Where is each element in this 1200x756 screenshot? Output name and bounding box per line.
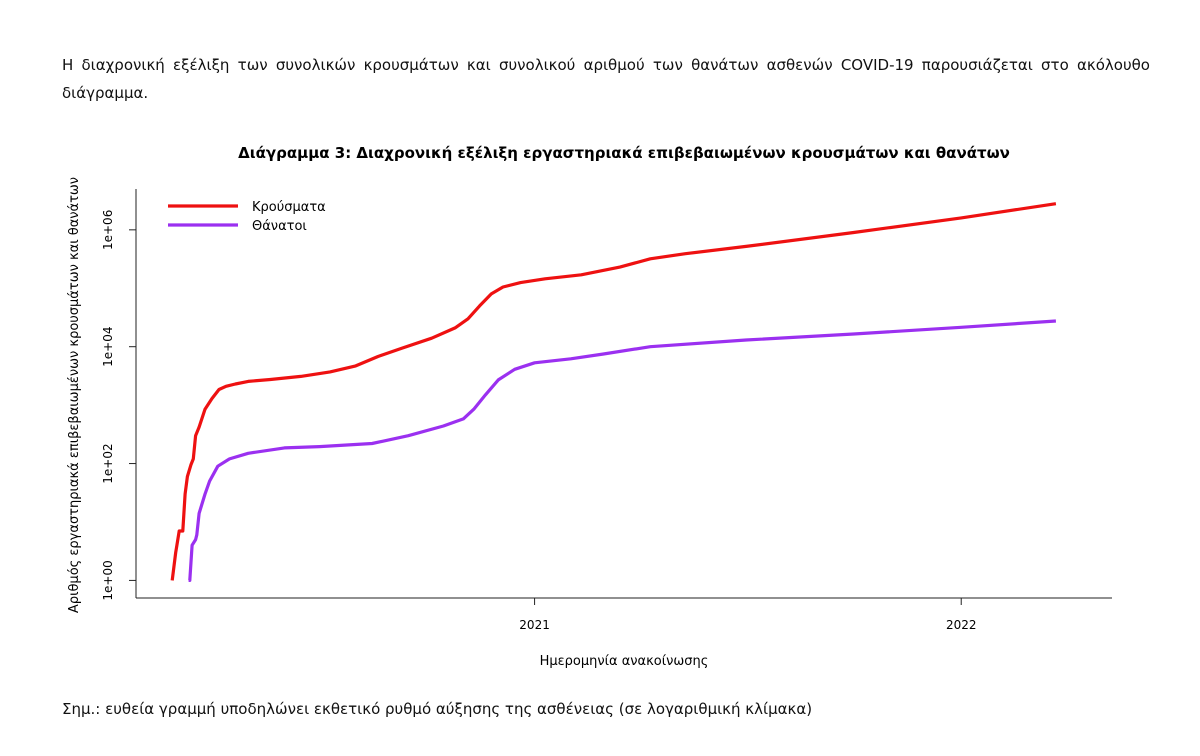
legend: Κρούσματα Θάνατοι	[168, 200, 326, 234]
x-axis-label: Ημερομηνία ανακοίνωσης	[540, 654, 709, 669]
legend-label: Κρούσματα	[252, 200, 326, 215]
y-tick-label: 1e+00	[101, 560, 115, 600]
series-line-deaths	[188, 319, 1057, 582]
y-axis-ticks: 1e+00 1e+02 1e+04 1e+06	[101, 210, 136, 601]
x-axis-ticks: 2021 2022	[519, 598, 976, 632]
chart-title: Διάγραμμα 3: Διαχρονική εξέλιξη εργαστηρ…	[238, 144, 1010, 162]
legend-label: Θάνατοι	[252, 219, 307, 234]
x-tick-label: 2022	[946, 618, 977, 632]
x-tick-label: 2021	[519, 618, 550, 632]
intro-paragraph: Η διαχρονική εξέλιξη των συνολικών κρουσ…	[62, 56, 1150, 102]
y-axis-label: Αριθμός εργαστηριακά επιβεβαιωμένων κρου…	[67, 177, 82, 613]
y-tick-label: 1e+04	[101, 327, 115, 367]
footnote: Σημ.: ευθεία γραμμή υποδηλώνει εκθετικό …	[62, 700, 813, 718]
y-tick-label: 1e+02	[101, 443, 115, 483]
series-layer	[170, 202, 1057, 582]
series-line-cases	[170, 202, 1057, 581]
y-tick-label: 1e+06	[101, 210, 115, 250]
